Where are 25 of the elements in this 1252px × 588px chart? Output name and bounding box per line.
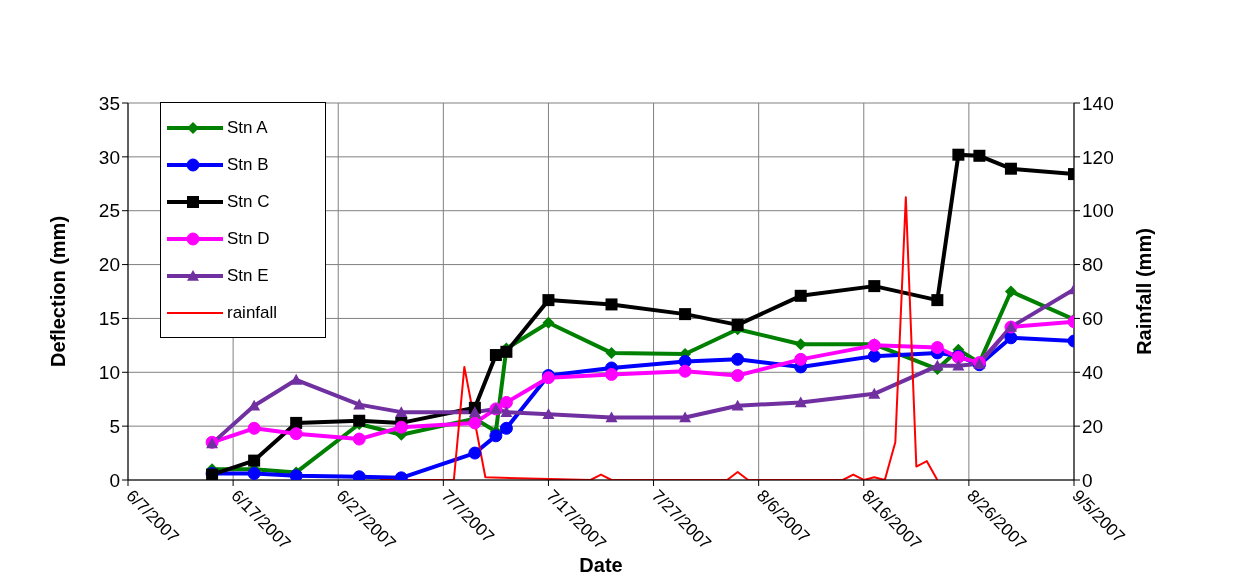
y-tick-label: 15 — [98, 308, 120, 330]
y2-tick-label: 40 — [1082, 362, 1104, 384]
y2-tick-label: 0 — [1082, 469, 1093, 491]
legend-label: Stn E — [227, 265, 269, 286]
y2-tick-label: 140 — [1082, 92, 1114, 114]
y2-tick-label: 80 — [1082, 254, 1104, 276]
legend-label: Stn D — [227, 228, 270, 249]
legend-label: rainfall — [227, 302, 278, 323]
y2-tick-label: 120 — [1082, 146, 1114, 168]
legend-label: Stn C — [227, 191, 270, 212]
y-tick-label: 10 — [98, 362, 120, 384]
legend-label: Stn B — [227, 154, 269, 175]
y-tick-label: 35 — [98, 92, 120, 114]
y2-tick-label: 60 — [1082, 308, 1104, 330]
y-tick-label: 5 — [109, 415, 120, 437]
y-tick-label: 25 — [98, 200, 120, 222]
y-axis-title: Deflection (mm) — [47, 215, 70, 368]
y-tick-label: 0 — [109, 469, 120, 491]
y2-axis-title: Rainfall (mm) — [1133, 228, 1156, 355]
y2-tick-label: 20 — [1082, 415, 1104, 437]
y-tick-label: 30 — [98, 146, 120, 168]
y2-tick-label: 100 — [1082, 200, 1114, 222]
y-tick-label: 20 — [98, 254, 120, 276]
x-axis-title: Date — [579, 554, 623, 576]
legend-label: Stn A — [227, 117, 268, 138]
